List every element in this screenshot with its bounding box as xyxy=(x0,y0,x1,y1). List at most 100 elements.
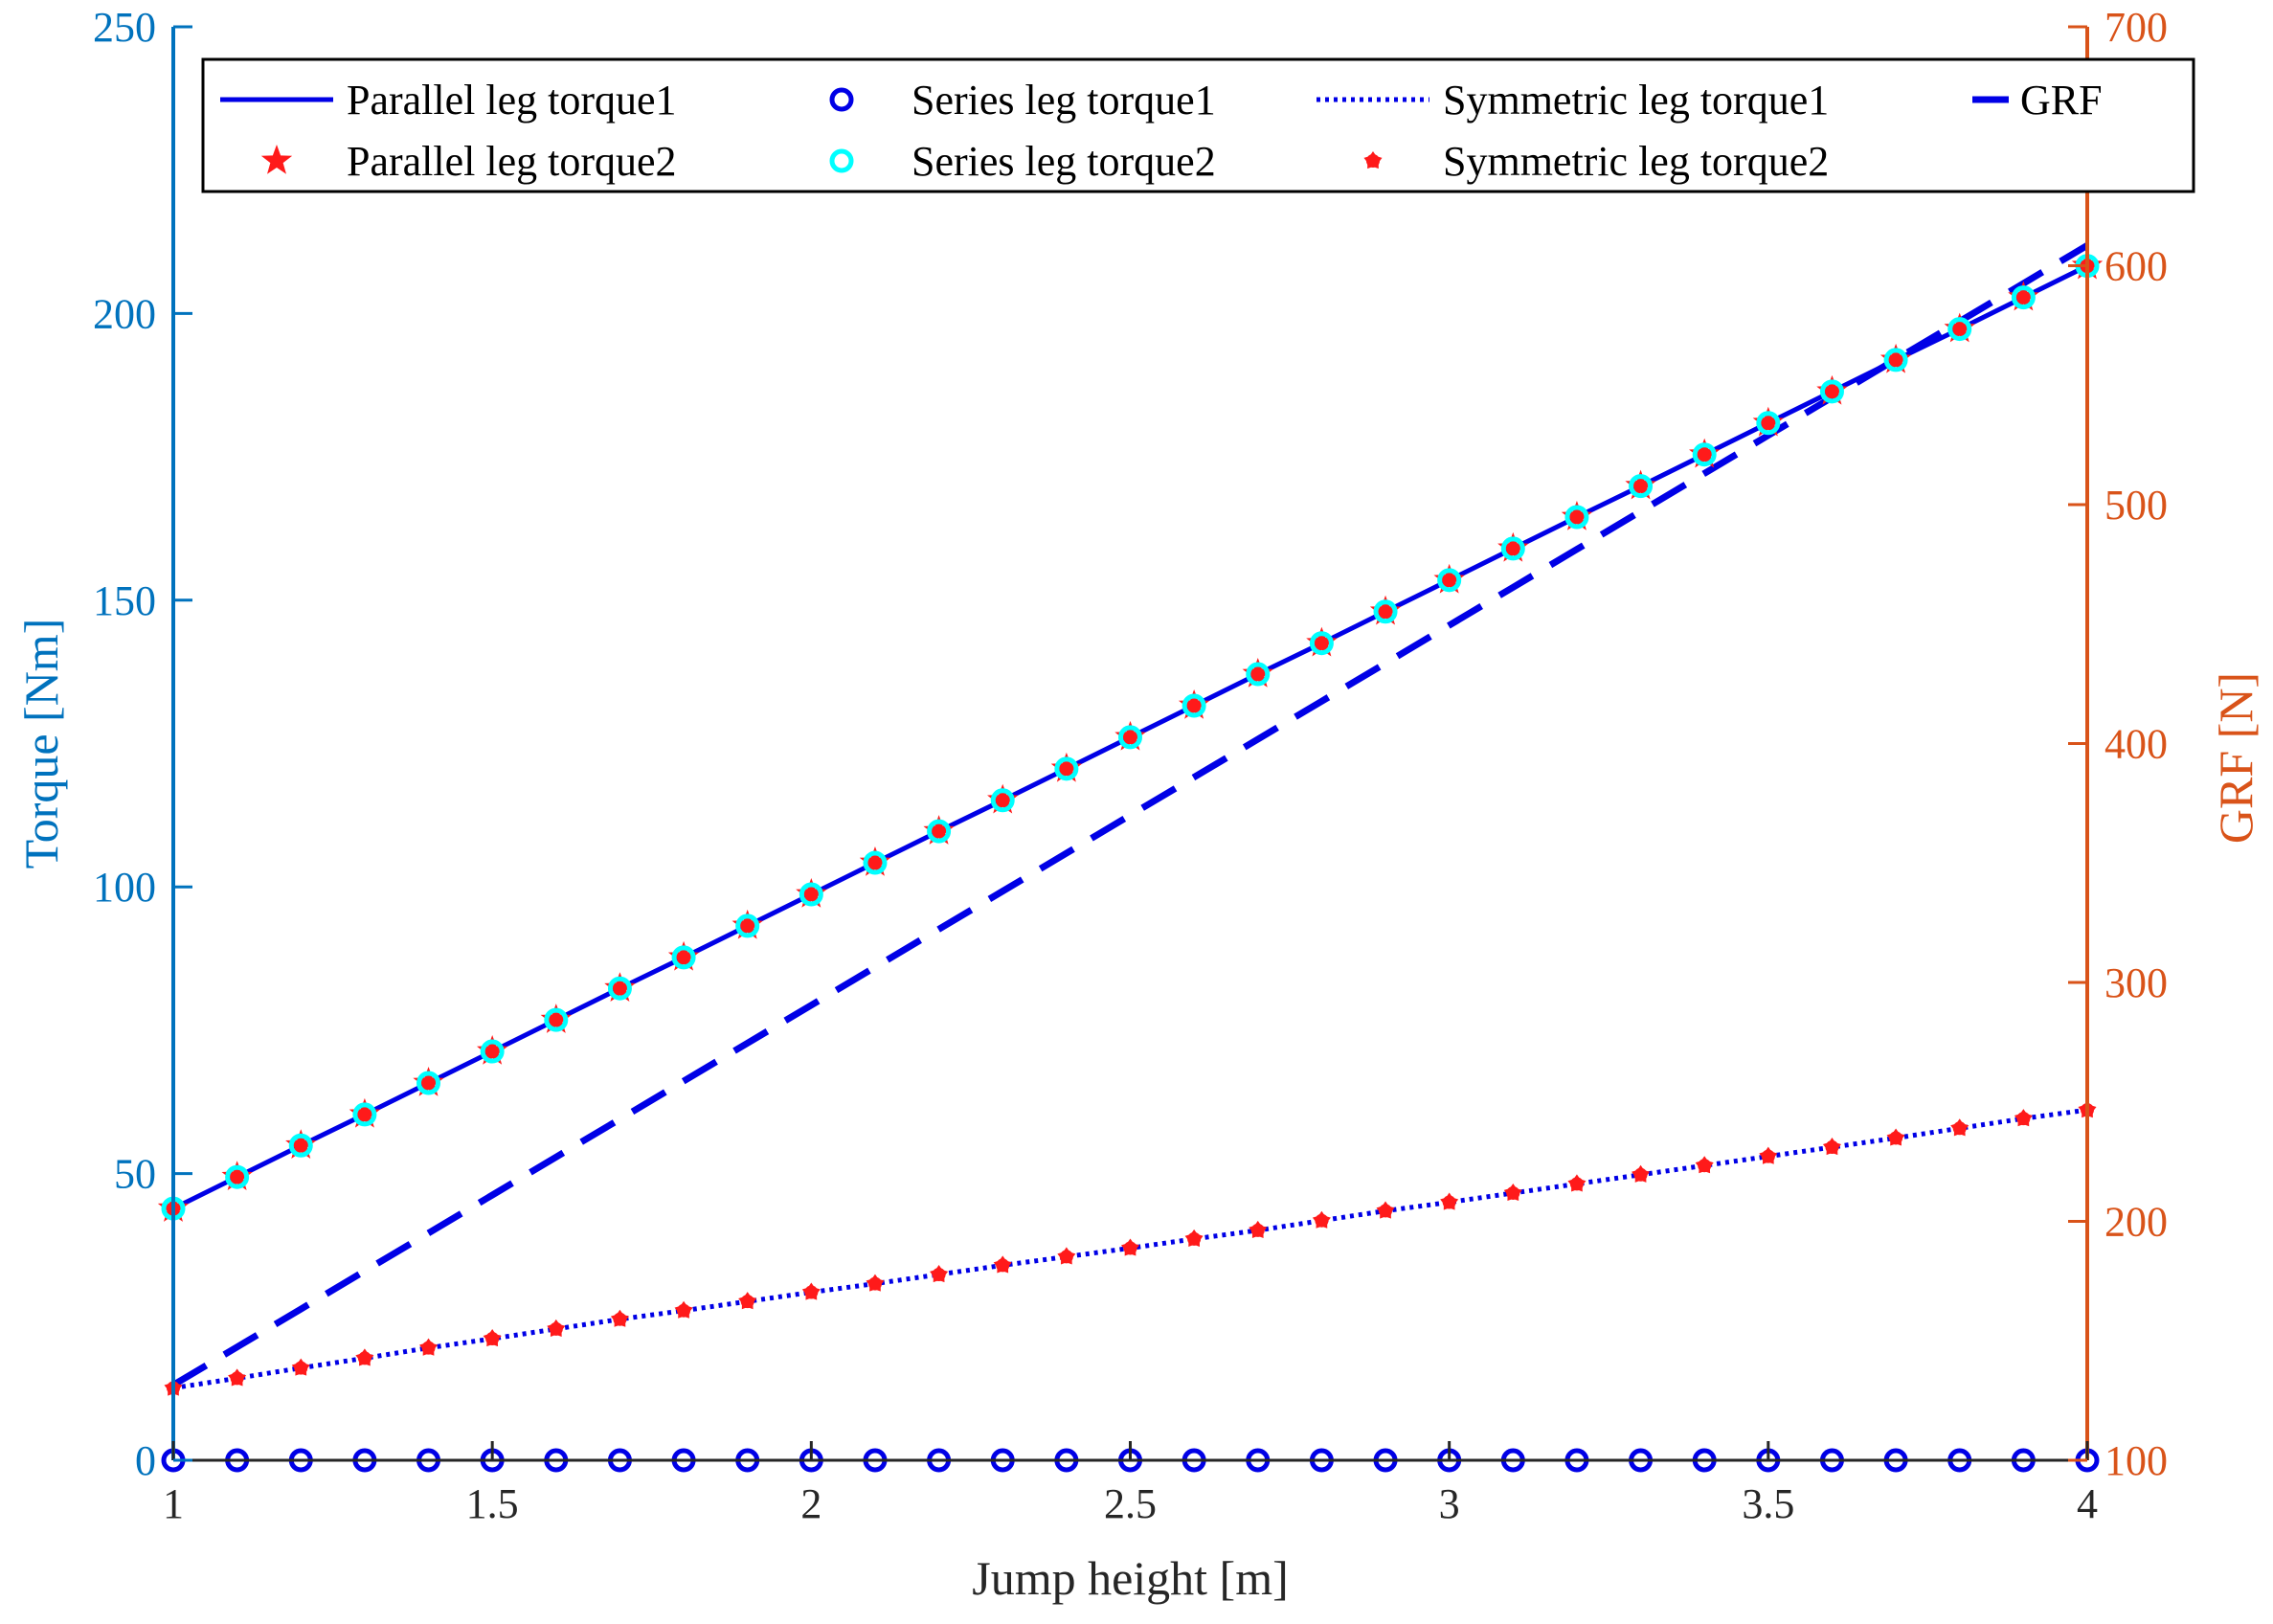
series-point xyxy=(413,1066,444,1096)
series-point-core xyxy=(1825,1140,1839,1155)
x-tick-label: 2 xyxy=(800,1480,821,1527)
legend-entry-6: GRF xyxy=(1972,77,2103,124)
legend-label: Series leg torque1 xyxy=(911,77,1216,124)
series-point-core xyxy=(804,1285,819,1299)
series-point-core xyxy=(677,1303,691,1318)
left-tick-label: 100 xyxy=(93,864,156,911)
series-point xyxy=(859,846,891,876)
series-point xyxy=(731,909,763,939)
legend-swatch xyxy=(829,87,854,112)
series-point-core xyxy=(1952,1121,1967,1136)
series-5 xyxy=(164,1100,2097,1396)
series-point-core xyxy=(1315,1213,1329,1228)
series-point xyxy=(1689,438,1721,468)
legend-swatch xyxy=(829,148,854,173)
series-point xyxy=(671,945,696,970)
right-tick-label: 300 xyxy=(2104,959,2168,1006)
x-axis-label: Jump height [m] xyxy=(972,1551,1289,1605)
series-point xyxy=(1947,317,1972,342)
x-tick-label: 2.5 xyxy=(1104,1480,1157,1527)
legend-label: Parallel leg torque2 xyxy=(347,138,677,185)
legend-entry-4: Symmetric leg torque1 xyxy=(1317,77,1829,124)
legend-entry-5: Symmetric leg torque2 xyxy=(1363,138,1829,185)
series-point xyxy=(1246,662,1271,687)
right-tick-label: 700 xyxy=(2104,4,2168,51)
series-point xyxy=(799,882,823,907)
legend-entry-1: Parallel leg torque2 xyxy=(260,138,677,185)
legend: Parallel leg torque1 Parallel leg torque2… xyxy=(201,57,2195,193)
series-point xyxy=(667,940,700,971)
series-point xyxy=(1625,469,1656,500)
series-point xyxy=(1182,693,1206,718)
series-line xyxy=(171,242,2089,1388)
series-point xyxy=(1944,312,1975,343)
right-tick-label: 100 xyxy=(2104,1437,2168,1484)
series-point-core xyxy=(294,1361,308,1375)
series-point-core xyxy=(549,1321,563,1336)
series-point-core xyxy=(1633,1167,1648,1182)
series-point xyxy=(1373,599,1398,624)
legend-entry-3: Series leg torque2 xyxy=(829,138,1216,185)
right-tick-label: 400 xyxy=(2104,721,2168,768)
series-point xyxy=(735,914,760,938)
legend-label: Symmetric leg torque1 xyxy=(1443,77,1829,124)
series-point-core xyxy=(1569,1177,1584,1191)
series-point xyxy=(1752,406,1784,437)
series-point xyxy=(221,1161,253,1190)
series-point xyxy=(352,1102,377,1127)
right-tick-label: 600 xyxy=(2104,243,2168,290)
axes-layer: 1 1.5 2 2.5 3 3.5 4 0 50 100 150 200 250 100 200 300 400… xyxy=(93,4,2168,1527)
x-tick-label: 1 xyxy=(163,1480,184,1527)
series-point xyxy=(416,1071,441,1095)
series-point xyxy=(540,1004,572,1033)
series-point xyxy=(1879,343,1912,373)
series-point xyxy=(285,1129,317,1160)
series-point-core xyxy=(1187,1231,1202,1246)
series-point-core xyxy=(996,1258,1010,1273)
left-tick-label: 250 xyxy=(93,4,156,51)
series-point xyxy=(923,815,955,845)
series-point-core xyxy=(1506,1185,1520,1200)
series-point-core xyxy=(1761,1149,1775,1163)
series-point xyxy=(1178,688,1210,719)
left-tick-label: 50 xyxy=(114,1151,156,1198)
series-point xyxy=(1242,658,1273,688)
series-point-core xyxy=(1059,1250,1073,1264)
series-point xyxy=(1819,379,1844,404)
series-point xyxy=(1114,720,1146,751)
series-point xyxy=(1437,568,1462,593)
x-tick-label: 3 xyxy=(1439,1480,1460,1527)
series-point xyxy=(1309,631,1334,656)
series-point xyxy=(1369,595,1402,625)
series-6 xyxy=(171,242,2089,1388)
series-point xyxy=(1500,536,1525,561)
left-tick-label: 200 xyxy=(93,290,156,337)
series-point xyxy=(1050,752,1083,782)
series-1 xyxy=(157,249,2104,1222)
series-point xyxy=(1054,756,1079,781)
right-axis-label: GRF [N] xyxy=(2209,672,2262,844)
series-point-core xyxy=(932,1267,946,1281)
series-point xyxy=(2008,281,2039,311)
series-point xyxy=(863,850,888,875)
series-point xyxy=(927,819,952,844)
series-point xyxy=(1629,474,1654,499)
series-point xyxy=(1692,442,1717,467)
legend-label: Symmetric leg torque2 xyxy=(1443,138,1829,185)
series-point xyxy=(2011,285,2036,310)
series-point-core xyxy=(1442,1195,1456,1209)
legend-label: Series leg torque2 xyxy=(911,138,1216,185)
series-point-core xyxy=(1123,1241,1137,1255)
series-point-core xyxy=(421,1341,436,1355)
series-point xyxy=(604,972,636,1002)
legend-entry-2: Series leg torque1 xyxy=(829,77,1216,124)
series-point-core xyxy=(740,1295,754,1309)
series-point xyxy=(1306,626,1338,657)
series-point xyxy=(987,783,1019,814)
series-point xyxy=(1756,411,1781,436)
series-point-core xyxy=(1379,1204,1393,1218)
series-point-core xyxy=(1889,1131,1903,1145)
series-point-core xyxy=(2016,1112,2031,1126)
